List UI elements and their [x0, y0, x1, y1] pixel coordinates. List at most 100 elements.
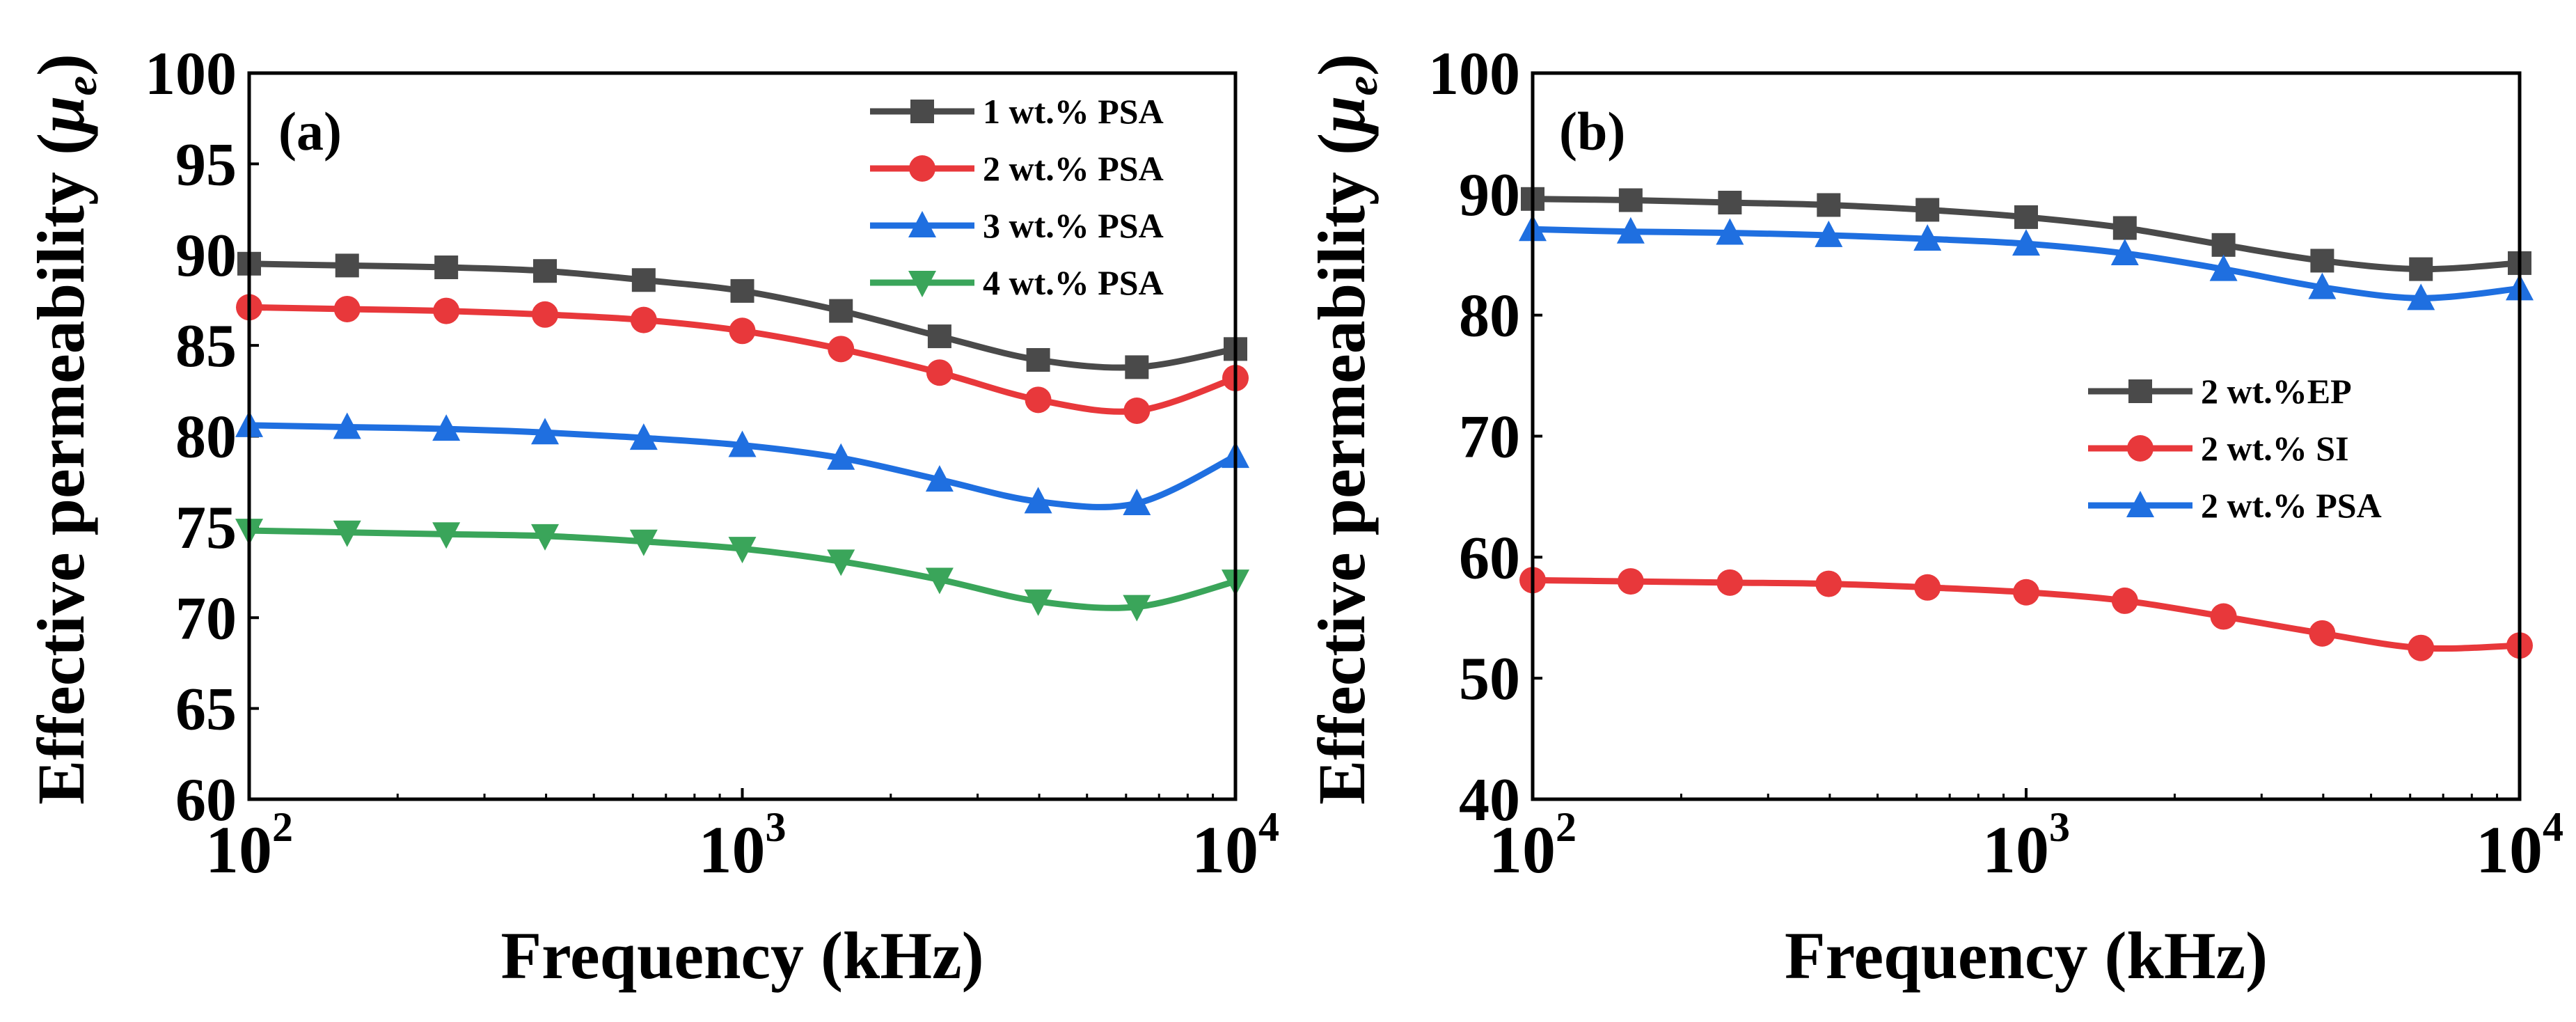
x-tick-base: 10 — [205, 812, 272, 887]
y-tick-label: 80 — [175, 404, 237, 471]
y-tick-label: 95 — [175, 131, 237, 198]
data-point — [728, 537, 757, 564]
y-label-text: Effective permeability ( — [24, 133, 98, 805]
data-point — [2111, 587, 2138, 614]
legend-entry: 2 wt.% PSA — [2088, 486, 2382, 525]
data-point — [827, 443, 855, 470]
y-tick-label: 50 — [1459, 645, 1520, 713]
y-label-text: Effective permeability ( — [1304, 133, 1379, 805]
y-label-symbol: μ — [24, 96, 98, 136]
data-point — [2110, 239, 2139, 266]
y-tick-label: 100 — [1428, 40, 1520, 108]
legend-marker — [908, 211, 936, 237]
legend-marker — [2128, 379, 2152, 403]
legend-marker — [2127, 435, 2154, 462]
data-point — [1024, 589, 1052, 616]
y-label-close: ) — [24, 54, 98, 76]
legend-marker — [2126, 491, 2154, 517]
data-point — [333, 295, 361, 322]
x-tick-base: 10 — [1489, 812, 1556, 887]
y-tick-label: 100 — [145, 40, 237, 108]
data-point — [1817, 193, 1841, 217]
x-tick-label: 104 — [1192, 804, 1279, 887]
y-tick-label: 70 — [175, 585, 237, 652]
y-axis-label: Effective permeability (μe) — [24, 54, 106, 805]
data-point — [2310, 249, 2334, 273]
data-point — [827, 549, 855, 576]
y-tick-label: 65 — [175, 676, 237, 744]
legend-label: 2 wt.% SI — [2201, 429, 2349, 468]
data-point — [926, 359, 953, 386]
data-point — [2407, 283, 2435, 310]
legend-entry: 2 wt.%EP — [2088, 372, 2352, 411]
data-point — [333, 412, 361, 439]
legend-marker — [908, 271, 936, 297]
plot-frame — [247, 71, 1238, 801]
data-point — [2013, 579, 2039, 606]
series-4-wt-psa — [235, 519, 1249, 622]
x-tick-exponent: 2 — [272, 804, 293, 850]
y-tick-label: 80 — [1459, 283, 1520, 350]
data-point — [532, 301, 559, 328]
panel-label: (a) — [278, 101, 342, 162]
legend-label: 2 wt.%EP — [2201, 372, 2352, 411]
data-point — [1026, 347, 1050, 372]
data-point — [2408, 634, 2435, 661]
data-point — [531, 524, 560, 551]
y-tick-label: 90 — [175, 222, 237, 290]
x-tick-exponent: 2 — [1556, 804, 1577, 850]
x-tick-base: 10 — [1982, 812, 2049, 887]
data-point — [2012, 229, 2040, 256]
x-axis-label: Frequency (kHz) — [1785, 918, 2268, 993]
x-tick-exponent: 4 — [2543, 804, 2563, 850]
legend-entry: 2 wt.% SI — [2088, 429, 2349, 468]
data-point — [1913, 224, 1942, 251]
x-tick-exponent: 4 — [1258, 804, 1279, 850]
data-point — [829, 299, 853, 323]
data-point — [631, 268, 656, 292]
y-tick-label: 60 — [175, 766, 237, 834]
legend-marker — [909, 155, 935, 182]
series-3-wt-psa — [235, 410, 1249, 515]
legend-label: 2 wt.% PSA — [2201, 486, 2382, 525]
data-point — [2309, 620, 2336, 647]
data-point — [1815, 220, 1843, 247]
series-2-wt-ep — [1521, 187, 2531, 281]
data-point — [2210, 603, 2237, 630]
series-1-wt-psa — [237, 251, 1247, 379]
data-point — [2209, 254, 2238, 281]
legend-entry: 1 wt.% PSA — [870, 92, 1164, 131]
data-point — [2014, 205, 2038, 229]
data-point — [1815, 570, 1842, 597]
y-tick-label: 85 — [175, 313, 237, 380]
legend-entry: 3 wt.% PSA — [870, 206, 1164, 245]
data-point — [2112, 216, 2137, 240]
data-point — [1123, 397, 1151, 424]
legend-entry: 4 wt.% PSA — [870, 263, 1164, 302]
data-point — [1716, 569, 1744, 596]
legend-entry: 2 wt.% PSA — [870, 149, 1164, 188]
data-point — [333, 520, 361, 547]
data-point — [1024, 487, 1052, 514]
data-point — [1025, 386, 1052, 414]
data-point — [728, 430, 757, 457]
data-point — [335, 253, 359, 278]
data-point — [1915, 198, 1940, 222]
data-point — [630, 306, 657, 333]
data-point — [531, 418, 560, 445]
x-tick-label: 103 — [1982, 804, 2070, 887]
y-tick-label: 40 — [1459, 766, 1520, 834]
y-tick-label: 90 — [1459, 162, 1520, 229]
x-tick-exponent: 3 — [2049, 804, 2070, 850]
data-point — [432, 522, 461, 549]
y-axis-label: Effective permeability (μe) — [1304, 54, 1386, 805]
data-point — [729, 317, 756, 345]
y-label-subscript: e — [56, 76, 106, 95]
data-point — [828, 336, 855, 363]
data-point — [1718, 191, 1742, 215]
data-point — [1617, 568, 1644, 595]
data-point — [925, 567, 954, 595]
data-point — [629, 423, 658, 450]
